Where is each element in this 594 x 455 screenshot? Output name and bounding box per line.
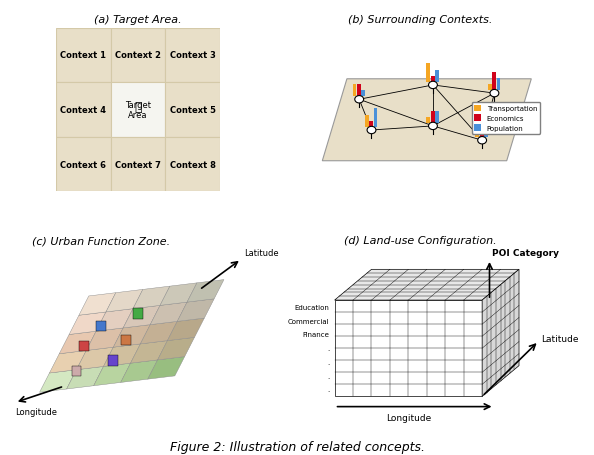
Polygon shape bbox=[160, 283, 197, 306]
Text: .: . bbox=[327, 373, 330, 379]
Polygon shape bbox=[133, 287, 170, 309]
Text: Latitude: Latitude bbox=[541, 335, 579, 344]
Polygon shape bbox=[150, 303, 187, 325]
Text: Longitude: Longitude bbox=[386, 413, 431, 422]
Title: (c) Urban Function Zone.: (c) Urban Function Zone. bbox=[32, 236, 170, 246]
Polygon shape bbox=[157, 338, 194, 360]
Text: Context 3: Context 3 bbox=[170, 51, 216, 60]
Bar bbox=[357, 85, 361, 97]
Polygon shape bbox=[49, 351, 86, 373]
Title: (b) Surrounding Contexts.: (b) Surrounding Contexts. bbox=[349, 15, 493, 25]
Title: (d) Land-use Configuration.: (d) Land-use Configuration. bbox=[345, 236, 497, 246]
Text: 🏗: 🏗 bbox=[134, 101, 142, 114]
Text: Context 2: Context 2 bbox=[115, 51, 161, 60]
Polygon shape bbox=[334, 270, 519, 300]
Polygon shape bbox=[177, 299, 214, 322]
Bar bbox=[431, 111, 434, 124]
Text: Context 6: Context 6 bbox=[60, 160, 106, 169]
Bar bbox=[96, 321, 106, 331]
Text: Context 1: Context 1 bbox=[60, 51, 106, 60]
Bar bbox=[165, 83, 220, 137]
Text: Finance: Finance bbox=[303, 332, 330, 338]
Polygon shape bbox=[148, 357, 185, 379]
Text: Context 4: Context 4 bbox=[60, 106, 106, 115]
Bar bbox=[369, 121, 373, 128]
Polygon shape bbox=[69, 312, 106, 335]
Bar bbox=[365, 116, 369, 128]
Bar bbox=[492, 72, 496, 91]
Polygon shape bbox=[121, 360, 157, 383]
Circle shape bbox=[428, 123, 437, 130]
Polygon shape bbox=[106, 290, 143, 312]
Text: POI Category: POI Category bbox=[492, 248, 559, 258]
Polygon shape bbox=[103, 344, 140, 367]
Bar bbox=[353, 85, 356, 97]
Text: Target
Area: Target Area bbox=[125, 101, 151, 120]
Bar bbox=[426, 64, 430, 83]
Bar bbox=[374, 109, 377, 128]
Polygon shape bbox=[77, 348, 113, 370]
Text: Context 5: Context 5 bbox=[169, 106, 216, 115]
Bar bbox=[361, 91, 365, 97]
Bar bbox=[110, 83, 165, 137]
Polygon shape bbox=[168, 318, 204, 341]
Bar bbox=[431, 76, 434, 83]
Polygon shape bbox=[96, 309, 133, 332]
Circle shape bbox=[490, 90, 499, 97]
Polygon shape bbox=[86, 328, 123, 351]
Bar bbox=[426, 117, 430, 124]
Text: Context 7: Context 7 bbox=[115, 160, 161, 169]
Bar bbox=[480, 126, 484, 138]
Text: Context 8: Context 8 bbox=[170, 160, 216, 169]
Circle shape bbox=[367, 127, 376, 134]
Circle shape bbox=[355, 96, 364, 104]
Text: Education: Education bbox=[295, 304, 330, 310]
Bar bbox=[435, 111, 439, 124]
Text: Figure 2: Illustration of related concepts.: Figure 2: Illustration of related concep… bbox=[169, 440, 425, 454]
Legend: Transportation, Economics, Population: Transportation, Economics, Population bbox=[472, 102, 540, 134]
Bar bbox=[165, 29, 220, 83]
Text: Longitude: Longitude bbox=[15, 407, 57, 416]
Text: .: . bbox=[327, 387, 330, 393]
Bar bbox=[497, 79, 500, 91]
Polygon shape bbox=[79, 293, 116, 315]
Circle shape bbox=[428, 82, 437, 90]
Bar bbox=[79, 341, 89, 352]
Bar bbox=[56, 137, 110, 192]
Polygon shape bbox=[131, 341, 168, 364]
Polygon shape bbox=[140, 322, 177, 344]
Text: Commercial: Commercial bbox=[288, 318, 330, 324]
Polygon shape bbox=[113, 325, 150, 348]
Bar bbox=[475, 120, 479, 138]
Bar bbox=[488, 85, 492, 91]
Bar bbox=[110, 29, 165, 83]
Polygon shape bbox=[40, 370, 77, 392]
Bar bbox=[56, 83, 110, 137]
Polygon shape bbox=[94, 364, 131, 386]
Polygon shape bbox=[482, 270, 519, 396]
Bar bbox=[109, 356, 118, 366]
Polygon shape bbox=[323, 80, 531, 162]
Polygon shape bbox=[334, 300, 482, 396]
Bar bbox=[71, 366, 81, 376]
Polygon shape bbox=[67, 367, 103, 389]
Bar bbox=[56, 29, 110, 83]
Polygon shape bbox=[59, 332, 96, 354]
Bar bbox=[133, 308, 143, 319]
Bar bbox=[165, 137, 220, 192]
Polygon shape bbox=[123, 306, 160, 328]
Bar bbox=[121, 335, 131, 345]
Bar bbox=[484, 132, 488, 138]
Polygon shape bbox=[187, 280, 224, 303]
Circle shape bbox=[478, 137, 486, 145]
Text: Latitude: Latitude bbox=[244, 248, 278, 258]
Title: (a) Target Area.: (a) Target Area. bbox=[94, 15, 182, 25]
Text: .: . bbox=[327, 345, 330, 351]
Bar bbox=[110, 137, 165, 192]
Text: .: . bbox=[327, 359, 330, 365]
Bar bbox=[435, 71, 439, 83]
